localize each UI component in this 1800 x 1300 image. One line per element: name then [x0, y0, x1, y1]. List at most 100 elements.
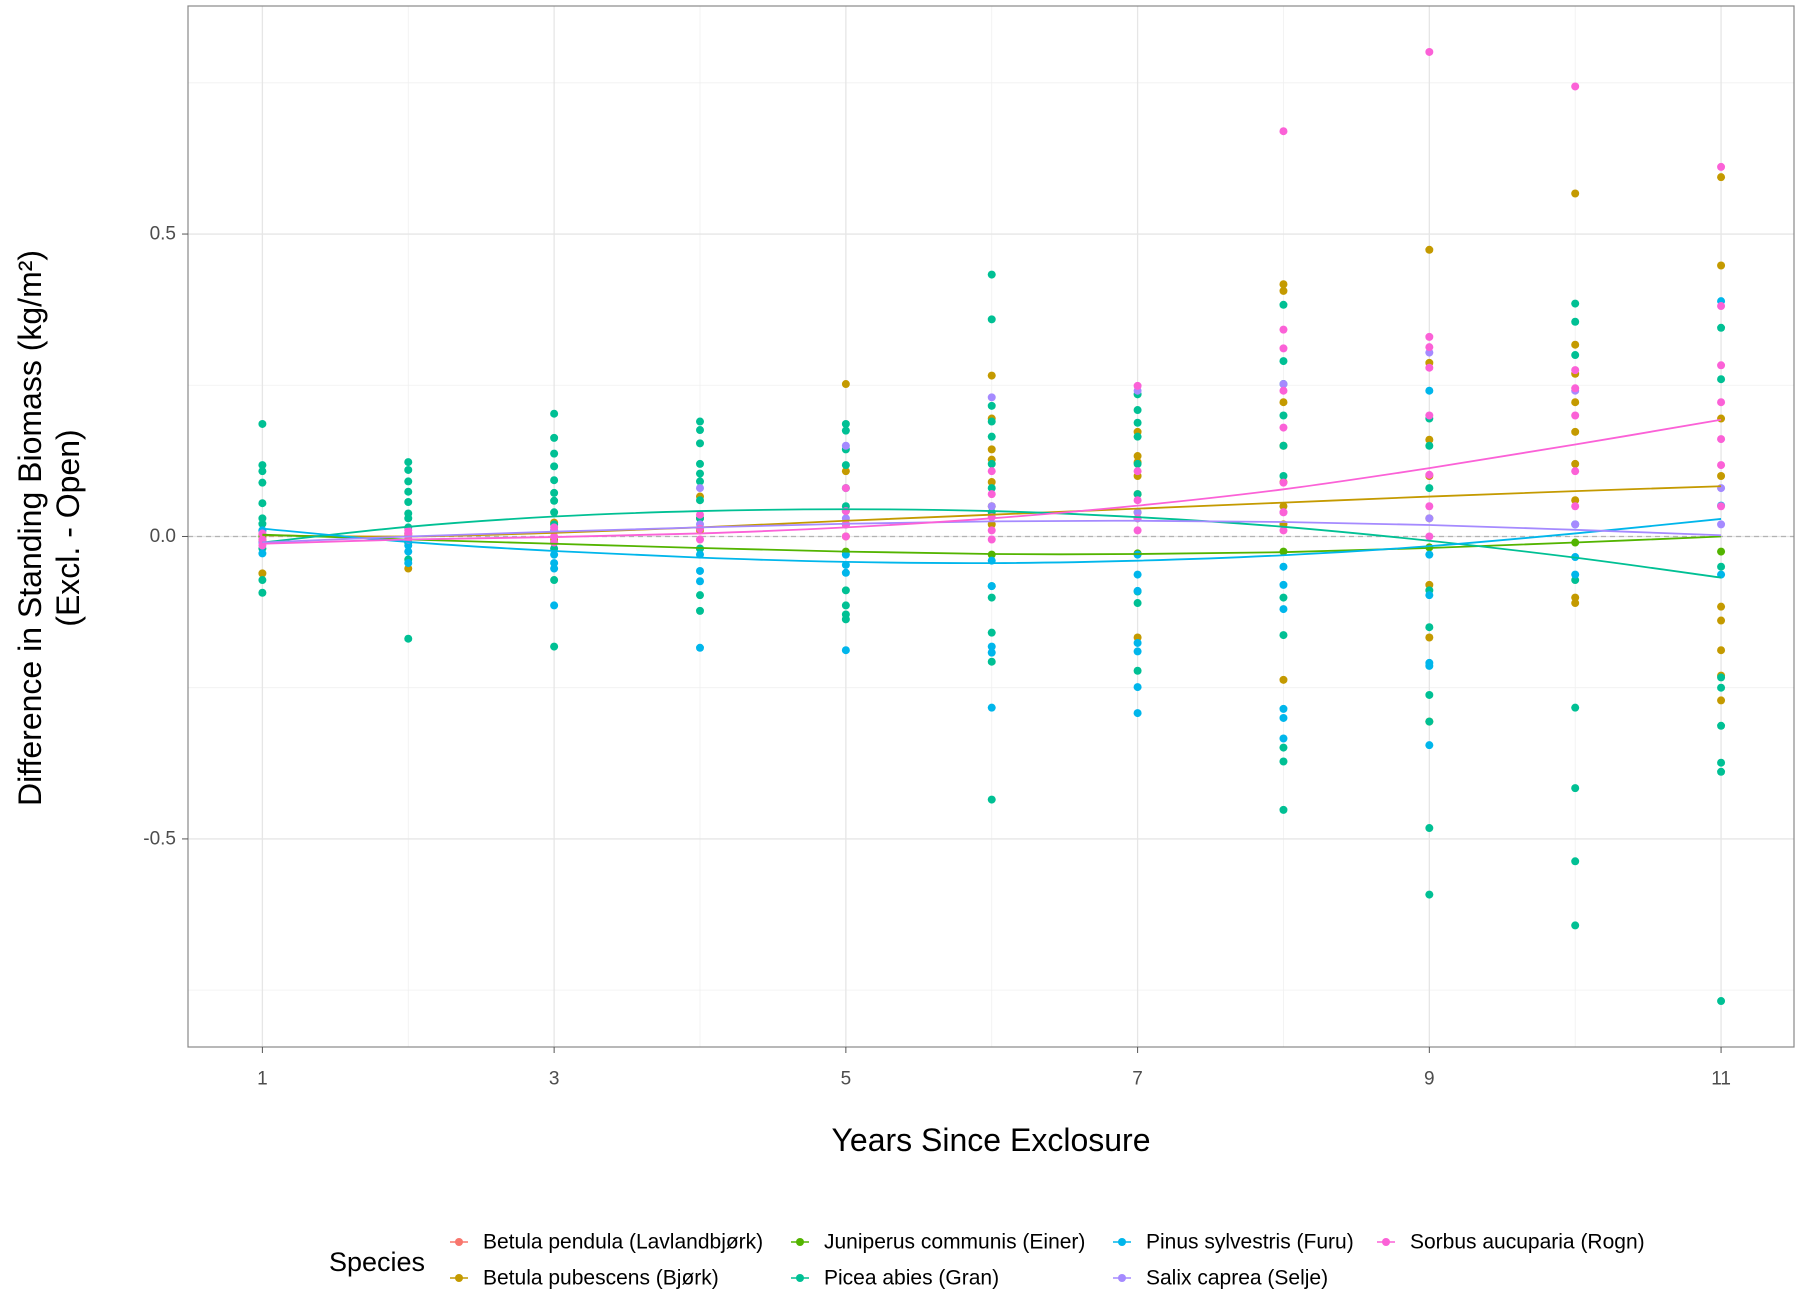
- data-point-betula-pubescens: [841, 380, 850, 389]
- data-point-sorbus-aucuparia: [1425, 332, 1434, 341]
- data-point-betula-pubescens: [1571, 398, 1580, 407]
- data-point-picea-abies: [1279, 441, 1288, 450]
- data-point-pinus-sylvestris: [550, 564, 559, 573]
- data-point-betula-pubescens: [1717, 261, 1726, 270]
- data-point-sorbus-aucuparia: [1279, 478, 1288, 487]
- data-point-picea-abies: [258, 478, 267, 487]
- data-point-picea-abies: [258, 419, 267, 428]
- data-point-picea-abies: [404, 514, 413, 523]
- data-point-picea-abies: [1571, 351, 1580, 360]
- data-point-salix-caprea: [841, 441, 850, 450]
- data-point-picea-abies: [1133, 490, 1142, 499]
- data-point-picea-abies: [550, 496, 559, 505]
- data-point-picea-abies: [1717, 721, 1726, 730]
- data-point-sorbus-aucuparia: [1425, 343, 1434, 352]
- data-point-sorbus-aucuparia: [695, 535, 704, 544]
- legend-item-pinus-sylvestris: Pinus sylvestris (Furu): [1113, 1231, 1354, 1254]
- data-point-picea-abies: [987, 628, 996, 637]
- data-point-picea-abies: [987, 417, 996, 426]
- data-point-sorbus-aucuparia: [1425, 470, 1434, 479]
- data-point-pinus-sylvestris: [695, 550, 704, 559]
- data-point-sorbus-aucuparia: [1279, 526, 1288, 535]
- data-point-picea-abies: [550, 449, 559, 458]
- data-point-pinus-sylvestris: [1133, 647, 1142, 656]
- legend-item-juniperus-communis: Juniperus communis (Einer): [791, 1231, 1085, 1254]
- legend-label: Betula pubescens (Bjørk): [483, 1267, 719, 1290]
- data-point-picea-abies: [987, 432, 996, 441]
- legend-key-point: [1118, 1238, 1126, 1246]
- data-point-sorbus-aucuparia: [1571, 411, 1580, 420]
- data-point-picea-abies: [1571, 317, 1580, 326]
- legend-key-point: [796, 1274, 804, 1282]
- data-point-picea-abies: [1279, 631, 1288, 640]
- data-point-pinus-sylvestris: [1279, 605, 1288, 614]
- legend-key-point: [455, 1238, 463, 1246]
- x-tick-label: 1: [257, 1069, 268, 1090]
- data-point-betula-pubescens: [1425, 245, 1434, 254]
- data-point-sorbus-aucuparia: [841, 507, 850, 516]
- legend-label: Salix caprea (Selje): [1146, 1267, 1328, 1290]
- data-point-picea-abies: [258, 467, 267, 476]
- data-point-betula-pubescens: [1571, 459, 1580, 468]
- data-point-picea-abies: [1279, 411, 1288, 420]
- data-point-pinus-sylvestris: [841, 550, 850, 559]
- data-point-sorbus-aucuparia: [1425, 363, 1434, 372]
- data-point-sorbus-aucuparia: [1133, 496, 1142, 505]
- plot-panel: [187, 5, 1795, 1048]
- data-point-sorbus-aucuparia: [1133, 467, 1142, 476]
- data-point-pinus-sylvestris: [987, 648, 996, 657]
- data-point-pinus-sylvestris: [1133, 586, 1142, 595]
- data-point-picea-abies: [1425, 690, 1434, 699]
- data-point-pinus-sylvestris: [1133, 683, 1142, 692]
- data-point-picea-abies: [841, 615, 850, 624]
- data-point-pinus-sylvestris: [987, 582, 996, 591]
- legend-title: Species: [329, 1247, 425, 1277]
- data-point-betula-pubescens: [987, 520, 996, 529]
- x-tick-label: 3: [549, 1069, 560, 1090]
- data-point-picea-abies: [1717, 673, 1726, 682]
- data-point-betula-pubescens: [1571, 427, 1580, 436]
- data-point-picea-abies: [550, 462, 559, 471]
- data-point-pinus-sylvestris: [1279, 562, 1288, 571]
- trend-line-sorbus-aucuparia: [262, 418, 1722, 545]
- data-point-picea-abies: [987, 593, 996, 602]
- legend-item-picea-abies: Picea abies (Gran): [791, 1267, 999, 1290]
- data-point-picea-abies: [1425, 623, 1434, 632]
- x-tick-label: 5: [841, 1069, 852, 1090]
- data-point-picea-abies: [987, 315, 996, 324]
- data-point-picea-abies: [1279, 593, 1288, 602]
- data-point-picea-abies: [695, 469, 704, 478]
- data-point-betula-pubescens: [1571, 340, 1580, 349]
- data-point-salix-caprea: [1133, 508, 1142, 517]
- data-point-sorbus-aucuparia: [1279, 386, 1288, 395]
- data-point-pinus-sylvestris: [1279, 734, 1288, 743]
- data-point-picea-abies: [1717, 683, 1726, 692]
- data-point-picea-abies: [695, 426, 704, 435]
- data-point-picea-abies: [1279, 805, 1288, 814]
- legend-key-point: [1382, 1238, 1390, 1246]
- data-point-sorbus-aucuparia: [550, 523, 559, 532]
- data-point-salix-caprea: [1425, 514, 1434, 523]
- legend-item-sorbus-aucuparia: Sorbus aucuparia (Rogn): [1377, 1231, 1645, 1254]
- data-point-picea-abies: [1279, 471, 1288, 480]
- data-point-pinus-sylvestris: [841, 560, 850, 569]
- legend: Species Betula pendula (Lavlandbjørk) Be…: [329, 1231, 1645, 1290]
- data-point-picea-abies: [1425, 484, 1434, 493]
- x-tick-label: 11: [1711, 1069, 1731, 1090]
- data-point-picea-abies: [987, 401, 996, 410]
- data-point-picea-abies: [1571, 857, 1580, 866]
- legend-label: Sorbus aucuparia (Rogn): [1410, 1231, 1645, 1254]
- data-point-picea-abies: [404, 498, 413, 507]
- data-point-betula-pubescens: [1571, 496, 1580, 505]
- data-point-betula-pubescens: [258, 569, 267, 578]
- trend-line-picea-abies: [262, 508, 1722, 579]
- data-point-sorbus-aucuparia: [1571, 502, 1580, 511]
- data-point-sorbus-aucuparia: [1717, 302, 1726, 311]
- data-point-picea-abies: [1425, 890, 1434, 899]
- data-point-picea-abies: [258, 576, 267, 585]
- data-point-picea-abies: [1717, 562, 1726, 571]
- data-point-betula-pubescens: [1279, 502, 1288, 511]
- data-point-sorbus-aucuparia: [695, 510, 704, 519]
- data-point-picea-abies: [695, 439, 704, 448]
